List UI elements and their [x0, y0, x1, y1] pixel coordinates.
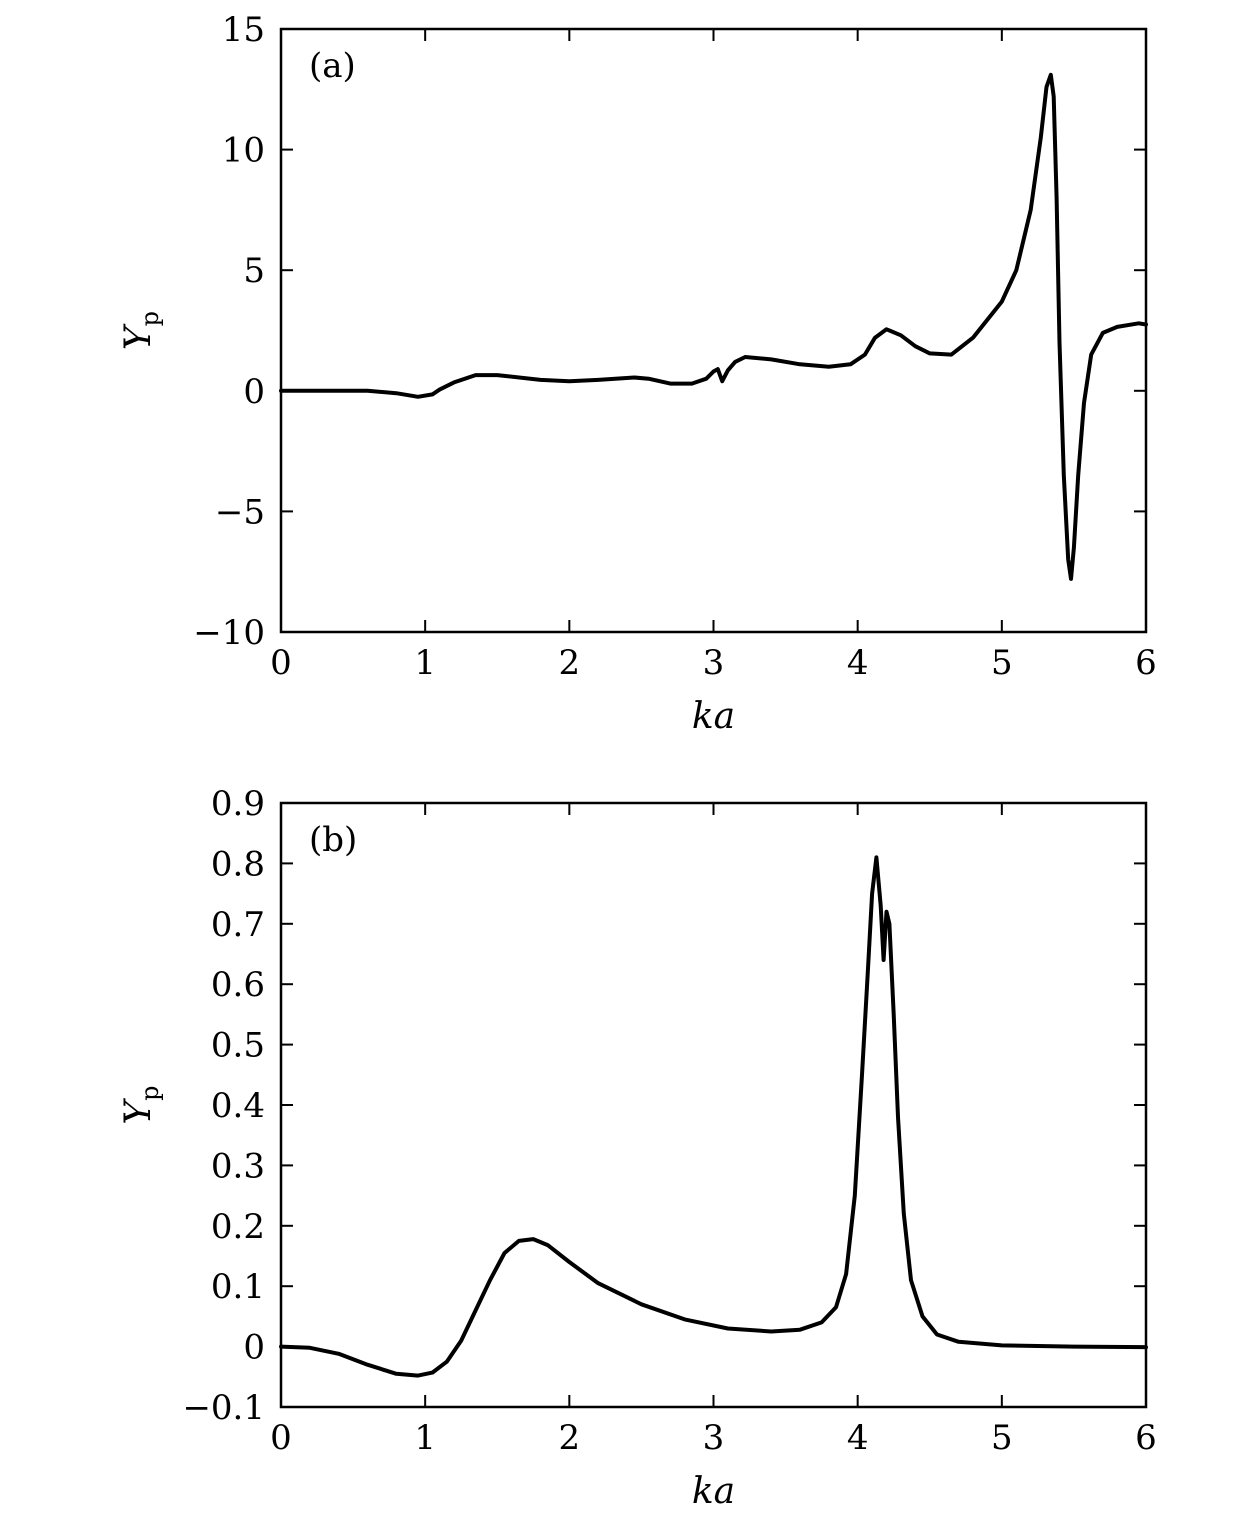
x-tick-label-a: 4	[847, 643, 869, 683]
x-tick-label-b: 0	[270, 1418, 292, 1458]
plot-frame-b	[279, 801, 1148, 1409]
x-tick-label-b: 5	[991, 1418, 1013, 1458]
y-tick-label-b: 0.5	[211, 1026, 265, 1066]
y-tick-label-a: 5	[243, 251, 265, 291]
x-tick-label-a: 5	[991, 643, 1013, 683]
y-tick-label-b: 0	[243, 1328, 265, 1368]
x-tick-label-a: 0	[270, 643, 292, 683]
x-tick-label-a: 2	[559, 643, 581, 683]
y-axis-label-subscript-b: p	[136, 1085, 164, 1100]
x-tick-label-b: 4	[847, 1418, 869, 1458]
y-tick-label-a: −10	[193, 613, 265, 653]
y-tick-label-b: 0.2	[211, 1207, 265, 1247]
y-tick-label-a: 0	[243, 372, 265, 412]
series-line-b	[279, 855, 1148, 1378]
y-tick-label-b: 0.6	[211, 965, 265, 1005]
y-tick-label-b: 0.4	[211, 1086, 265, 1126]
panel-b: 0 1 2 3 4 5 6−0.100.10.20.30.40.50.60.70.80.9k…	[118, 784, 1157, 1512]
y-tick-label-a: 15	[222, 10, 265, 50]
panel-label-b: (b)	[309, 820, 357, 860]
x-axis-label-a: ka	[692, 696, 735, 737]
x-tick-label-b: 3	[703, 1418, 725, 1458]
x-axis-label-b: ka	[692, 1471, 735, 1512]
panel-label-a: (a)	[309, 46, 356, 86]
y-axis-label-main-b: Y	[118, 1098, 159, 1125]
y-axis-label-main-a: Y	[118, 323, 159, 350]
y-axis-label-subscript-a: p	[136, 311, 164, 326]
x-tick-label-a: 6	[1135, 643, 1157, 683]
y-axis-label-b: Yp	[118, 1085, 164, 1124]
y-tick-label-b: −0.1	[182, 1388, 265, 1428]
panel-a: 0 1 2 3 4 5 6 −10 −5 0 5 10 15 ka Yp (a)	[118, 10, 1157, 737]
series-line-a	[279, 72, 1148, 581]
x-tick-label-a: 1	[414, 643, 436, 683]
y-tick-label-b: 0.3	[211, 1146, 265, 1186]
y-axis-label-a: Yp	[118, 311, 164, 350]
x-tick-label-a: 3	[703, 643, 725, 683]
x-tick-label-b: 1	[414, 1418, 436, 1458]
x-tick-label-b: 6	[1135, 1418, 1157, 1458]
y-tick-label-b: 0.9	[211, 784, 265, 824]
plot-frame-a	[279, 27, 1148, 634]
x-tick-label-b: 2	[559, 1418, 581, 1458]
y-tick-label-b: 0.8	[211, 844, 265, 884]
y-tick-label-b: 0.1	[211, 1267, 265, 1307]
y-tick-label-a: 10	[222, 131, 265, 171]
y-tick-label-b: 0.7	[211, 905, 265, 945]
y-tick-label-a: −5	[215, 492, 265, 532]
